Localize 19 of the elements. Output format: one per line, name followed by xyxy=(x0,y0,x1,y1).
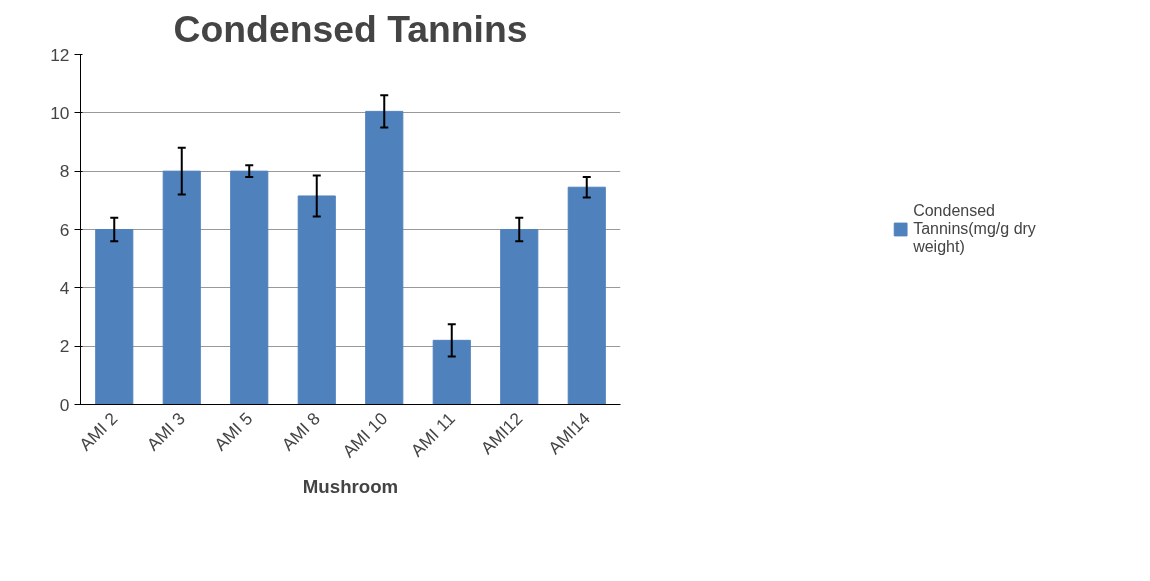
legend-label: Condensed Tannins(mg/g dry weight) xyxy=(913,202,1036,256)
bar xyxy=(500,229,539,405)
bar xyxy=(162,170,201,405)
bar xyxy=(567,186,606,405)
bar xyxy=(230,170,269,405)
bar xyxy=(297,195,336,405)
y-tick-label: 2 xyxy=(59,336,70,357)
y-tick-label: 8 xyxy=(59,161,70,182)
y-tick-label: 12 xyxy=(50,44,70,65)
bar xyxy=(365,110,404,405)
y-tick-label: 10 xyxy=(50,102,70,123)
bar xyxy=(95,229,134,405)
bar xyxy=(432,339,471,405)
x-tick-label: AMI 10 xyxy=(338,408,392,462)
y-tick-label: 4 xyxy=(59,277,70,298)
x-axis-title: Mushroom xyxy=(302,476,399,498)
chart-title: Condensed Tannins xyxy=(173,7,528,50)
y-tick-label: 6 xyxy=(59,219,70,240)
y-tick-label: 0 xyxy=(59,394,70,415)
